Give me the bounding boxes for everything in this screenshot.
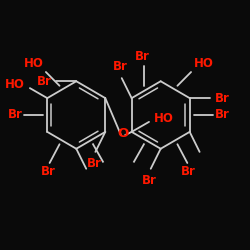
Text: Br: Br (41, 166, 56, 178)
Text: O: O (117, 127, 128, 140)
Text: HO: HO (154, 112, 174, 124)
Text: Br: Br (87, 157, 102, 170)
Text: HO: HO (24, 56, 44, 70)
Text: Br: Br (113, 60, 128, 73)
Text: HO: HO (5, 78, 25, 91)
Text: Br: Br (142, 174, 157, 187)
Text: Br: Br (214, 108, 230, 122)
Text: HO: HO (194, 56, 214, 70)
Text: Br: Br (8, 108, 22, 122)
Text: Br: Br (214, 92, 229, 104)
Text: Br: Br (135, 50, 150, 63)
Text: Br: Br (181, 166, 196, 178)
Text: Br: Br (36, 75, 52, 88)
